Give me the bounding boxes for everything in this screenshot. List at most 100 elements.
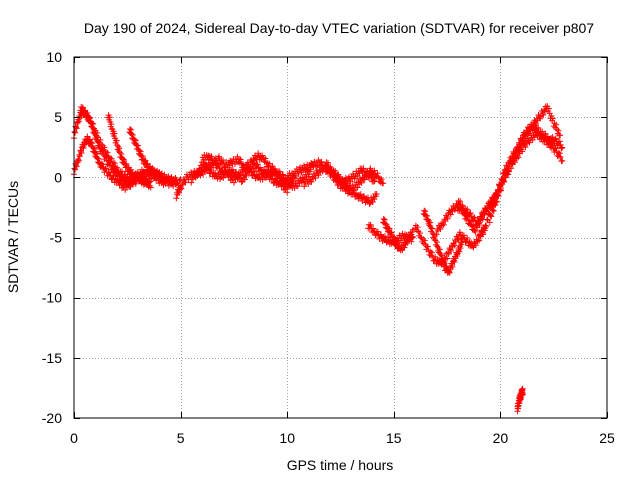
x-tick-label: 0 <box>70 430 78 446</box>
data-point <box>490 208 497 215</box>
data-point <box>412 222 419 229</box>
data-point <box>493 199 500 206</box>
data-point <box>121 157 128 164</box>
data-point <box>429 225 436 232</box>
data-point <box>211 157 218 164</box>
data-point <box>390 237 397 244</box>
data-point <box>479 228 486 235</box>
data-point <box>542 134 549 141</box>
data-point <box>128 126 135 133</box>
data-point <box>514 145 521 152</box>
series-track-dip-2 <box>380 216 416 254</box>
data-point <box>73 163 80 170</box>
data-point <box>448 247 455 254</box>
data-point <box>73 125 80 132</box>
data-point <box>497 187 504 194</box>
data-point <box>457 198 464 205</box>
data-point <box>559 144 566 151</box>
data-point <box>436 246 443 253</box>
data-point <box>199 171 206 178</box>
data-point <box>75 157 82 164</box>
y-tick-label: -20 <box>42 410 62 426</box>
series-track-mid-6 <box>322 159 387 194</box>
data-point <box>234 175 241 182</box>
data-point <box>422 212 429 219</box>
data-point <box>464 206 471 213</box>
data-point <box>545 105 552 112</box>
x-tick-labels: 0 5 10 15 20 25 <box>70 430 615 446</box>
data-point <box>533 120 540 127</box>
data-point <box>460 232 467 239</box>
data-point <box>208 153 215 160</box>
x-tick-label: 5 <box>177 430 185 446</box>
data-point <box>494 192 501 199</box>
data-point <box>192 174 199 181</box>
data-point <box>367 221 374 228</box>
data-point <box>243 161 250 168</box>
data-point <box>557 132 564 139</box>
data-point <box>358 179 365 186</box>
data-point <box>173 195 180 202</box>
data-point <box>108 155 115 162</box>
data-point <box>476 237 483 244</box>
data-point <box>467 209 474 216</box>
y-tick-label: 10 <box>46 49 62 65</box>
data-point <box>553 121 560 128</box>
data-point <box>556 150 563 157</box>
data-point <box>549 115 556 122</box>
data-point <box>540 111 547 118</box>
data-point <box>401 244 408 251</box>
data-point <box>90 120 97 127</box>
series-track-outlier <box>514 385 526 415</box>
data-point <box>454 253 461 260</box>
data-point <box>488 213 495 220</box>
data-point <box>116 145 123 152</box>
data-point <box>388 229 395 236</box>
data-point <box>370 178 377 185</box>
data-point <box>476 219 483 226</box>
data-point <box>80 145 87 152</box>
data-point <box>476 231 483 238</box>
data-point <box>132 137 139 144</box>
data-point <box>79 104 86 111</box>
series-track-rise-2 <box>486 103 564 226</box>
data-point <box>508 165 515 172</box>
data-point <box>76 153 83 160</box>
data-point <box>374 170 381 177</box>
data-point <box>483 223 490 230</box>
data-point <box>312 175 319 182</box>
data-point <box>492 202 499 209</box>
data-point <box>219 157 226 164</box>
data-point <box>404 240 411 247</box>
data-point <box>82 108 89 115</box>
data-point <box>558 145 565 152</box>
y-tick-label: 0 <box>54 169 62 185</box>
data-point <box>84 133 91 140</box>
data-point <box>147 184 154 191</box>
data-point <box>552 124 559 131</box>
data-point <box>146 179 153 186</box>
data-point <box>456 229 463 236</box>
data-point <box>522 144 529 151</box>
data-point <box>137 148 144 155</box>
data-point <box>391 234 398 241</box>
data-point <box>95 156 102 163</box>
data-point <box>90 145 97 152</box>
data-point <box>472 242 479 249</box>
data-point <box>495 193 502 200</box>
data-point <box>456 248 463 255</box>
data-point <box>440 221 447 228</box>
data-point <box>332 167 339 174</box>
data-point <box>230 179 237 186</box>
data-point <box>104 149 111 156</box>
data-point <box>218 164 225 171</box>
data-point <box>449 263 456 270</box>
data-point <box>366 200 373 207</box>
data-point <box>477 232 484 239</box>
data-point <box>502 172 509 179</box>
data-point <box>129 131 136 138</box>
data-point <box>386 225 393 232</box>
data-point <box>552 144 559 151</box>
data-point <box>101 144 108 151</box>
data-point <box>250 168 257 175</box>
